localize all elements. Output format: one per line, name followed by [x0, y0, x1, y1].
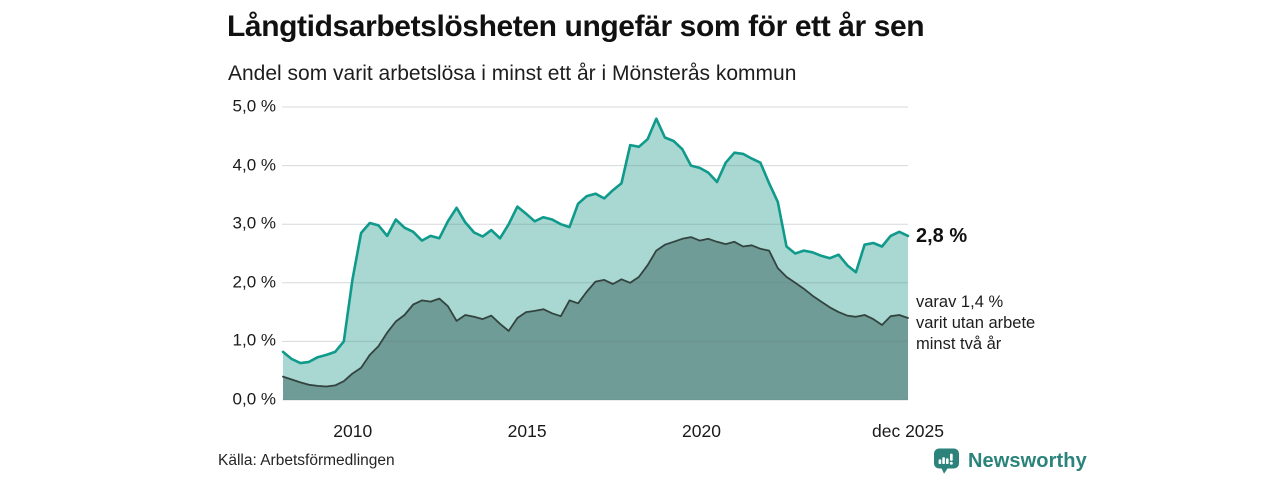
annotation-line: minst två år: [916, 335, 1002, 353]
x-tick-label: 2015: [507, 421, 547, 441]
y-tick-label: 5,0 %: [232, 96, 276, 116]
chart-subtitle: Andel som varit arbetslösa i minst ett å…: [228, 62, 797, 85]
x-tick-label: 2010: [333, 421, 373, 441]
brand-name: Newsworthy: [968, 449, 1087, 472]
y-tick-label: 1,0 %: [232, 330, 276, 350]
y-tick-label: 2,0 %: [232, 272, 276, 292]
x-tick-label: 2020: [682, 421, 721, 441]
y-tick-label: 4,0 %: [232, 155, 276, 175]
series-end-label-subset: varav 1,4 % varit utan arbete minst två …: [916, 292, 1035, 355]
y-tick-label: 3,0 %: [232, 213, 276, 233]
series-line: [281, 117, 910, 365]
x-tick-label: dec 2025: [871, 421, 945, 441]
newsworthy-logo-icon: [934, 448, 959, 474]
source-note: Källa: Arbetsförmedlingen: [218, 452, 395, 469]
y-tick-label: 0,0 %: [232, 389, 276, 409]
page-title: Långtidsarbetslösheten ungefär som för e…: [227, 10, 925, 43]
area-fill: [283, 237, 908, 400]
series-end-label-total: 2,8 %: [916, 225, 968, 247]
brand: Newsworthy: [933, 447, 1087, 475]
series-line: [282, 236, 909, 388]
annotation-line: varit utan arbete: [916, 314, 1036, 332]
annotation-line: varav 1,4 %: [916, 293, 1004, 311]
